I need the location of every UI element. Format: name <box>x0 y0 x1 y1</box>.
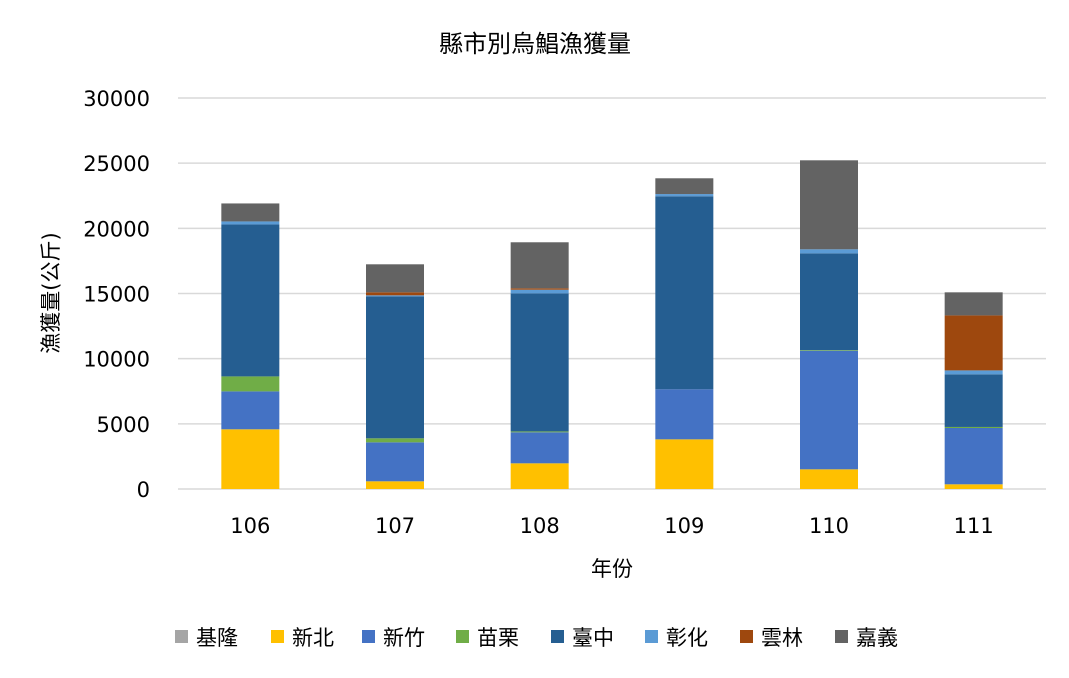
x-axis-label: 年份 <box>591 557 633 581</box>
bar-segment-111-嘉義 <box>944 292 1003 316</box>
bar-segment-107-新北 <box>366 481 424 489</box>
legend-label: 苗栗 <box>477 626 519 650</box>
bar-segment-106-新竹 <box>221 391 280 430</box>
bar-segment-108-新竹 <box>510 432 569 464</box>
legend-item: 基隆 <box>175 626 238 650</box>
x-tick-label: 110 <box>809 514 849 538</box>
legend-label: 臺中 <box>572 626 614 650</box>
legend-item: 苗栗 <box>456 626 519 650</box>
bar-segment-111-雲林 <box>944 315 1003 371</box>
y-tick-label: 15000 <box>83 283 150 307</box>
x-tick-label: 107 <box>375 514 415 538</box>
bar-segment-106-苗栗 <box>221 376 280 392</box>
legend-swatch <box>456 630 469 643</box>
bar-segment-109-臺中 <box>655 196 714 390</box>
legend-label: 雲林 <box>761 626 803 650</box>
legend-item: 新竹 <box>362 626 425 650</box>
bar-segment-108-彰化 <box>510 289 569 294</box>
bar-segment-108-臺中 <box>510 293 569 432</box>
bar-segment-106-新北 <box>221 429 280 489</box>
legend-item: 臺中 <box>551 626 614 650</box>
legend-swatch <box>740 630 753 643</box>
bar-segment-110-苗栗 <box>800 350 858 351</box>
bar-segment-107-臺中 <box>366 296 424 439</box>
legend-swatch <box>271 630 284 643</box>
legend-item: 嘉義 <box>835 626 898 650</box>
y-tick-label: 10000 <box>83 348 150 372</box>
legend-label: 基隆 <box>196 626 238 650</box>
legend-label: 彰化 <box>666 626 708 650</box>
bar-segment-110-彰化 <box>800 249 858 254</box>
bar-segment-110-臺中 <box>800 253 858 351</box>
y-axis-label: 漁獲量(公斤) <box>39 232 63 353</box>
bar-segment-108-新北 <box>510 463 569 489</box>
bar-segment-109-彰化 <box>655 194 714 197</box>
legend-swatch <box>551 630 564 643</box>
bar-segment-106-嘉義 <box>221 203 280 222</box>
legend-label: 新北 <box>292 626 334 650</box>
bar-segment-110-新竹 <box>800 350 858 470</box>
legend: 基隆 新北 新竹 苗栗 臺中 彰化 雲林 嘉義 <box>175 626 898 650</box>
chart-title: 縣市別烏鯧漁獲量 <box>439 30 631 58</box>
bar-segment-107-新竹 <box>366 442 424 482</box>
bar-segment-109-新北 <box>655 439 714 489</box>
bar-segment-107-苗栗 <box>366 438 424 443</box>
bar-segment-110-新北 <box>800 469 858 489</box>
x-tick-label: 111 <box>954 514 994 538</box>
bar-segment-108-苗栗 <box>510 431 569 433</box>
bar-segment-108-雲林 <box>510 288 569 290</box>
bar-segment-108-嘉義 <box>510 242 569 289</box>
y-tick-label: 5000 <box>97 413 150 437</box>
bar-segment-109-嘉義 <box>655 178 714 195</box>
legend-item: 彰化 <box>645 626 708 650</box>
legend-swatch <box>835 630 848 643</box>
bar-segment-111-臺中 <box>944 374 1003 427</box>
y-tick-label: 30000 <box>83 87 150 111</box>
bar-segment-107-彰化 <box>366 295 424 297</box>
x-tick-label: 109 <box>664 514 704 538</box>
legend-swatch <box>645 630 658 643</box>
legend-swatch <box>175 630 188 643</box>
bar-segment-110-嘉義 <box>800 160 858 250</box>
y-tick-label: 0 <box>137 478 150 502</box>
bar-segment-111-新竹 <box>944 428 1003 485</box>
legend-item: 新北 <box>271 626 334 650</box>
bar-segment-111-彰化 <box>944 370 1003 375</box>
legend-item: 雲林 <box>740 626 803 650</box>
x-tick-label: 106 <box>230 514 270 538</box>
bar-segment-106-彰化 <box>221 221 280 225</box>
x-tick-label: 108 <box>520 514 560 538</box>
bar-segment-106-臺中 <box>221 224 280 377</box>
y-tick-label: 25000 <box>83 152 150 176</box>
bar-segment-111-苗栗 <box>944 426 1003 429</box>
legend-label: 新竹 <box>383 626 425 650</box>
bar-segment-107-雲林 <box>366 292 424 296</box>
y-tick-label: 20000 <box>83 217 150 241</box>
legend-label: 嘉義 <box>856 626 898 650</box>
bar-segment-107-嘉義 <box>366 264 424 293</box>
bar-segment-109-新竹 <box>655 389 714 440</box>
bar-segment-111-新北 <box>944 484 1003 489</box>
legend-swatch <box>362 630 375 643</box>
